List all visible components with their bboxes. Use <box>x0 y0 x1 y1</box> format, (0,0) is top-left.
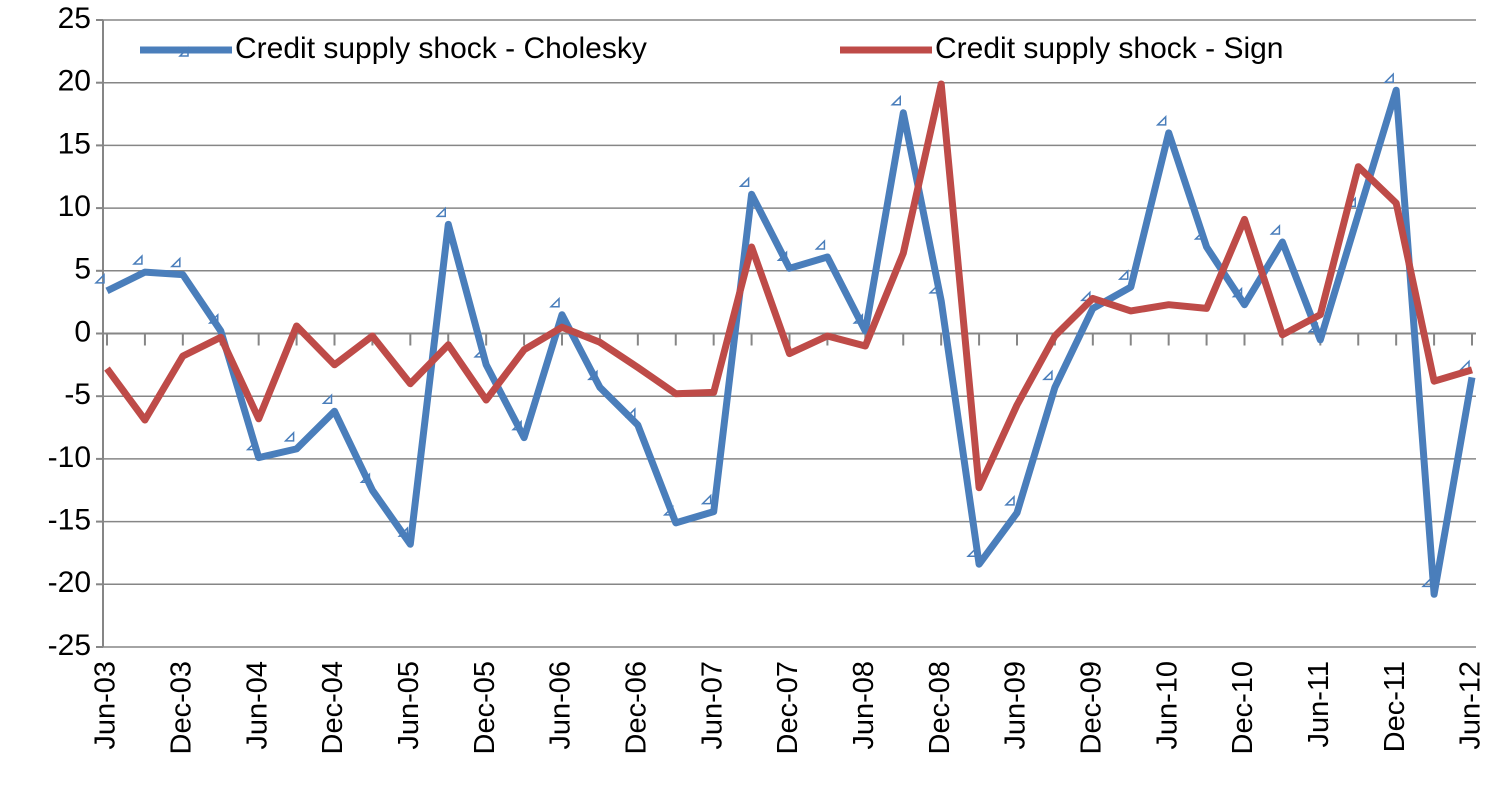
series-marker <box>549 296 560 308</box>
y-tick-label: 25 <box>58 2 91 35</box>
x-tick-label: Jun-04 <box>241 661 273 750</box>
series-marker <box>435 206 446 218</box>
series-marker <box>700 493 712 505</box>
series-marker <box>1193 229 1205 240</box>
y-tick-label: 0 <box>74 315 91 348</box>
x-tick-label: Dec-05 <box>469 661 501 755</box>
series-marker <box>587 369 598 381</box>
y-tick-label: -5 <box>64 378 91 411</box>
series-marker <box>170 256 181 268</box>
y-tick-label: 10 <box>58 190 91 223</box>
series-marker <box>1117 269 1129 280</box>
x-tick-label: Jun-08 <box>848 661 880 750</box>
series-marker <box>473 347 484 358</box>
x-tick-label: Dec-11 <box>1379 661 1411 752</box>
y-tick-label: 20 <box>58 65 91 98</box>
series-marker <box>283 431 295 442</box>
series-marker <box>928 283 939 294</box>
x-tick-label: Jun-06 <box>545 661 577 750</box>
series-marker <box>1004 495 1015 506</box>
x-tick-label: Dec-08 <box>924 661 956 755</box>
legend-marker <box>178 46 189 57</box>
y-tick-label: -20 <box>48 566 91 599</box>
series-marker <box>625 407 636 418</box>
x-tick-label: Jun-05 <box>393 661 425 750</box>
x-tick-label: Dec-04 <box>317 661 349 755</box>
series-line <box>104 80 1474 492</box>
x-tick-label: Dec-06 <box>620 661 652 755</box>
series-marker <box>776 250 788 262</box>
series-marker <box>1042 369 1053 381</box>
series-marker <box>511 419 522 431</box>
series-marker <box>1383 72 1394 83</box>
y-tick-label: 5 <box>74 253 91 286</box>
x-tick-label: Dec-07 <box>772 661 804 755</box>
series-marker <box>132 254 143 265</box>
series-marker <box>321 393 333 404</box>
x-tick-label: Dec-03 <box>165 661 197 755</box>
x-tick-label: Jun-10 <box>1151 661 1183 750</box>
x-tick-label: Dec-09 <box>1075 661 1107 755</box>
series-marker <box>245 439 257 451</box>
series-marker <box>966 546 977 557</box>
y-tick-label: 15 <box>58 127 91 160</box>
y-tick-label: -10 <box>48 441 91 474</box>
series-marker <box>738 176 750 188</box>
series-marker <box>814 239 826 250</box>
series-marker <box>1269 224 1281 235</box>
legend-label: Credit supply shock - Cholesky <box>235 32 647 65</box>
series-marker <box>1231 286 1243 298</box>
series-marker <box>662 505 674 516</box>
series-marker <box>94 273 105 284</box>
legend-label: Credit supply shock - Sign <box>935 32 1284 65</box>
series-marker <box>1421 576 1432 588</box>
series-marker <box>852 313 864 324</box>
series-marker <box>359 472 371 483</box>
x-tick-label: Jun-03 <box>90 661 122 750</box>
series-marker <box>397 526 409 537</box>
series-marker <box>1155 115 1167 126</box>
x-tick-label: Jun-09 <box>1000 661 1032 750</box>
series-marker <box>890 94 901 106</box>
x-tick-label: Jun-12 <box>1455 661 1487 750</box>
series-line <box>105 86 1476 598</box>
x-tick-label: Jun-11 <box>1303 661 1335 748</box>
y-tick-label: -25 <box>48 629 91 662</box>
y-tick-label: -15 <box>48 504 91 537</box>
series-marker <box>1307 321 1319 333</box>
series-marker <box>207 313 219 324</box>
x-tick-label: Dec-10 <box>1227 661 1259 755</box>
x-tick-label: Jun-07 <box>696 661 728 750</box>
